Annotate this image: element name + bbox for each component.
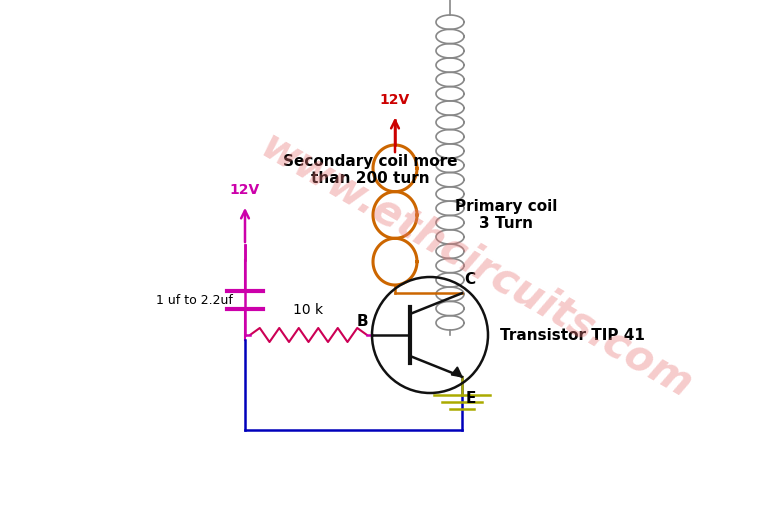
Text: www.ethcircuits.com: www.ethcircuits.com <box>253 125 700 408</box>
Text: Secondary coil more
than 200 turn: Secondary coil more than 200 turn <box>283 154 457 186</box>
Polygon shape <box>452 367 462 377</box>
Text: 10 k: 10 k <box>293 303 323 317</box>
Text: C: C <box>464 272 475 287</box>
Text: B: B <box>356 314 368 329</box>
Text: 1 uf to 2.2uf: 1 uf to 2.2uf <box>156 293 233 307</box>
Text: Transistor TIP 41: Transistor TIP 41 <box>500 328 645 343</box>
Text: 12V: 12V <box>380 93 410 107</box>
Text: Primary coil
3 Turn: Primary coil 3 Turn <box>455 199 558 231</box>
Text: 12V: 12V <box>230 183 260 197</box>
Text: E: E <box>466 391 476 406</box>
